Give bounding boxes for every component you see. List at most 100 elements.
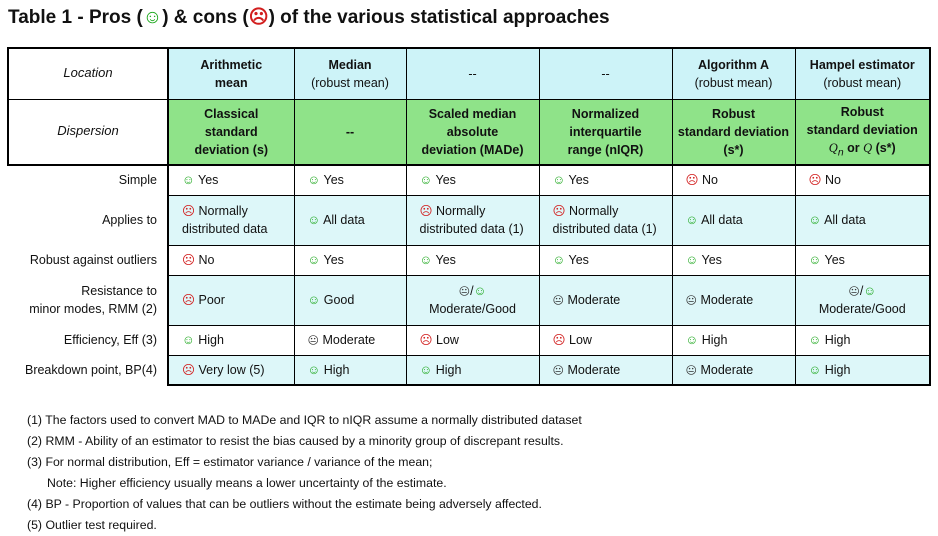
smiley-icon: ☺ xyxy=(863,283,877,298)
table-row: Robust against outliers ☹ No ☺ Yes ☺ Yes ☺ Y… xyxy=(8,244,931,276)
row-label: Robust against outliers xyxy=(8,245,169,275)
dispersion-line: -- xyxy=(345,124,355,139)
smiley-icon: ☺ xyxy=(419,252,433,267)
cell-line: 😐 Moderate xyxy=(308,331,402,349)
cell-line: ☺ Yes xyxy=(553,171,668,189)
frown-icon: ☹ xyxy=(419,203,433,218)
dispersion-line: range (nIQR) xyxy=(567,142,644,157)
cell-text: Moderate xyxy=(322,332,376,347)
cell-text: Moderate xyxy=(567,362,621,377)
smiley-icon: ☺ xyxy=(808,332,822,347)
cell-text: Yes xyxy=(435,173,456,188)
comparison-table: Location Arithmetic mean Median (robust mea… xyxy=(7,47,931,386)
cell-line: ☺ High xyxy=(809,331,926,349)
table-cell: ☹ No xyxy=(794,164,931,196)
table-row: Resistance to minor modes, RMM (2) ☹ Poor ☺… xyxy=(8,274,931,326)
smiley-icon: ☺ xyxy=(307,212,321,227)
slash: / xyxy=(470,283,474,298)
neutral-face-icon: 😐 xyxy=(848,284,860,298)
icon-pair: 😐/☺ xyxy=(411,282,535,300)
location-label: Location xyxy=(7,47,169,100)
footnote: (2) RMM - Ability of an estimator to res… xyxy=(27,434,564,448)
cell-text: Yes xyxy=(323,252,344,267)
smiley-icon: ☺ xyxy=(552,252,566,267)
cell-line: ☹ No xyxy=(182,251,290,269)
cell-text: Very low (5) xyxy=(198,362,265,377)
title-suffix: ) of the various statistical approaches xyxy=(268,7,610,28)
cell-line: 😐 Moderate xyxy=(686,361,791,379)
location-name: -- xyxy=(601,66,610,81)
cell-text: High xyxy=(323,362,350,377)
dispersion-line: Scaled median xyxy=(428,106,517,121)
cell-text: Moderate xyxy=(567,292,621,307)
row-label-line: Applies to xyxy=(102,212,157,227)
smiley-icon: ☺ xyxy=(182,173,195,188)
smiley-icon: ☺ xyxy=(307,173,321,188)
footnote: Note: Higher efficiency usually means a … xyxy=(47,476,447,490)
cell-text: Yes xyxy=(701,252,722,267)
cell-text: Moderate/Good xyxy=(818,302,906,316)
cell-text: Good xyxy=(323,292,355,307)
or-text: or xyxy=(843,141,864,156)
table-cell: ☹ Low xyxy=(538,324,673,356)
table-cell: ☺ Yes xyxy=(167,164,295,196)
cell-line: ☺ High xyxy=(809,361,926,379)
smiley-icon: ☺ xyxy=(307,292,321,307)
row-label: Efficiency, Eff (3) xyxy=(8,325,169,355)
location-cell: Hampel estimator (robust mean) xyxy=(794,47,931,100)
dispersion-line: standard deviation xyxy=(677,124,790,139)
neutral-face-icon: 😐 xyxy=(552,293,564,307)
table-cell: ☺ Good xyxy=(293,274,407,326)
footnote: (5) Outlier test required. xyxy=(27,518,157,532)
cell-text: Low xyxy=(436,332,459,347)
cell-line: ☺ Yes xyxy=(308,171,402,189)
frown-icon: ☹ xyxy=(182,362,196,377)
location-name: Hampel estimator xyxy=(809,57,915,72)
cell-line: ☺ High xyxy=(182,331,290,349)
table-cell: ☺ High xyxy=(293,354,407,386)
row-label-line: minor modes, RMM (2) xyxy=(29,302,157,316)
smiley-icon: ☺ xyxy=(685,252,699,267)
table-cell: ☺ Yes xyxy=(405,164,540,196)
table-cell: ☺ Yes xyxy=(538,244,673,276)
smiley-icon: ☺ xyxy=(307,362,321,377)
dispersion-line: deviation (MADe) xyxy=(421,142,524,157)
cell-line: ☹ Very low (5) xyxy=(182,361,290,379)
table-cell: ☺ High xyxy=(794,354,931,386)
cell-line: ☺ All data xyxy=(686,211,791,229)
cell-line: ☹ Normally xyxy=(420,202,535,220)
cell-text: All data xyxy=(824,212,866,227)
table-cell: ☺ High xyxy=(671,324,796,356)
cell-text: No xyxy=(702,173,718,188)
cell-line: 😐 Moderate xyxy=(553,291,668,309)
cell-text: High xyxy=(824,362,851,377)
table-cell: 😐 Moderate xyxy=(671,354,796,386)
dispersion-line: standard deviation xyxy=(806,122,918,137)
cell-text: Normally xyxy=(436,203,486,218)
location-name: Median xyxy=(328,57,372,72)
row-label: Applies to xyxy=(8,195,169,245)
cell-text: Normally xyxy=(198,203,248,218)
table-cell: ☹ Normally distributed data (1) xyxy=(405,194,540,246)
cell-line: ☺ All data xyxy=(308,211,402,229)
table-cell: 😐/☺ Moderate/Good xyxy=(405,274,540,326)
dispersion-label: Dispersion xyxy=(7,98,169,166)
cell-line: ☺ Yes xyxy=(553,251,668,269)
cell-text-2: distributed data (1) xyxy=(552,222,657,236)
cell-text: All data xyxy=(323,212,365,227)
cell-text: Moderate/Good xyxy=(429,302,516,316)
dispersion-cell: Robust standard deviation (s*) xyxy=(671,98,796,166)
table-cell: ☹ Poor xyxy=(167,274,295,326)
location-sub: mean xyxy=(214,75,248,90)
cell-text-2: distributed data (1) xyxy=(419,222,524,236)
row-label-line: Simple xyxy=(118,173,157,188)
cell-text: All data xyxy=(701,212,743,227)
smiley-icon: ☺ xyxy=(552,173,566,188)
title-mid: ) & cons ( xyxy=(162,7,249,28)
cell-line: ☺ High xyxy=(420,361,535,379)
cell-text: High xyxy=(435,362,462,377)
row-label-line: Efficiency, Eff (3) xyxy=(63,332,157,347)
footnotes: (1) The factors used to convert MAD to M… xyxy=(27,410,582,536)
table-cell: ☺ Yes xyxy=(538,164,673,196)
dispersion-line: Robust xyxy=(840,104,884,119)
